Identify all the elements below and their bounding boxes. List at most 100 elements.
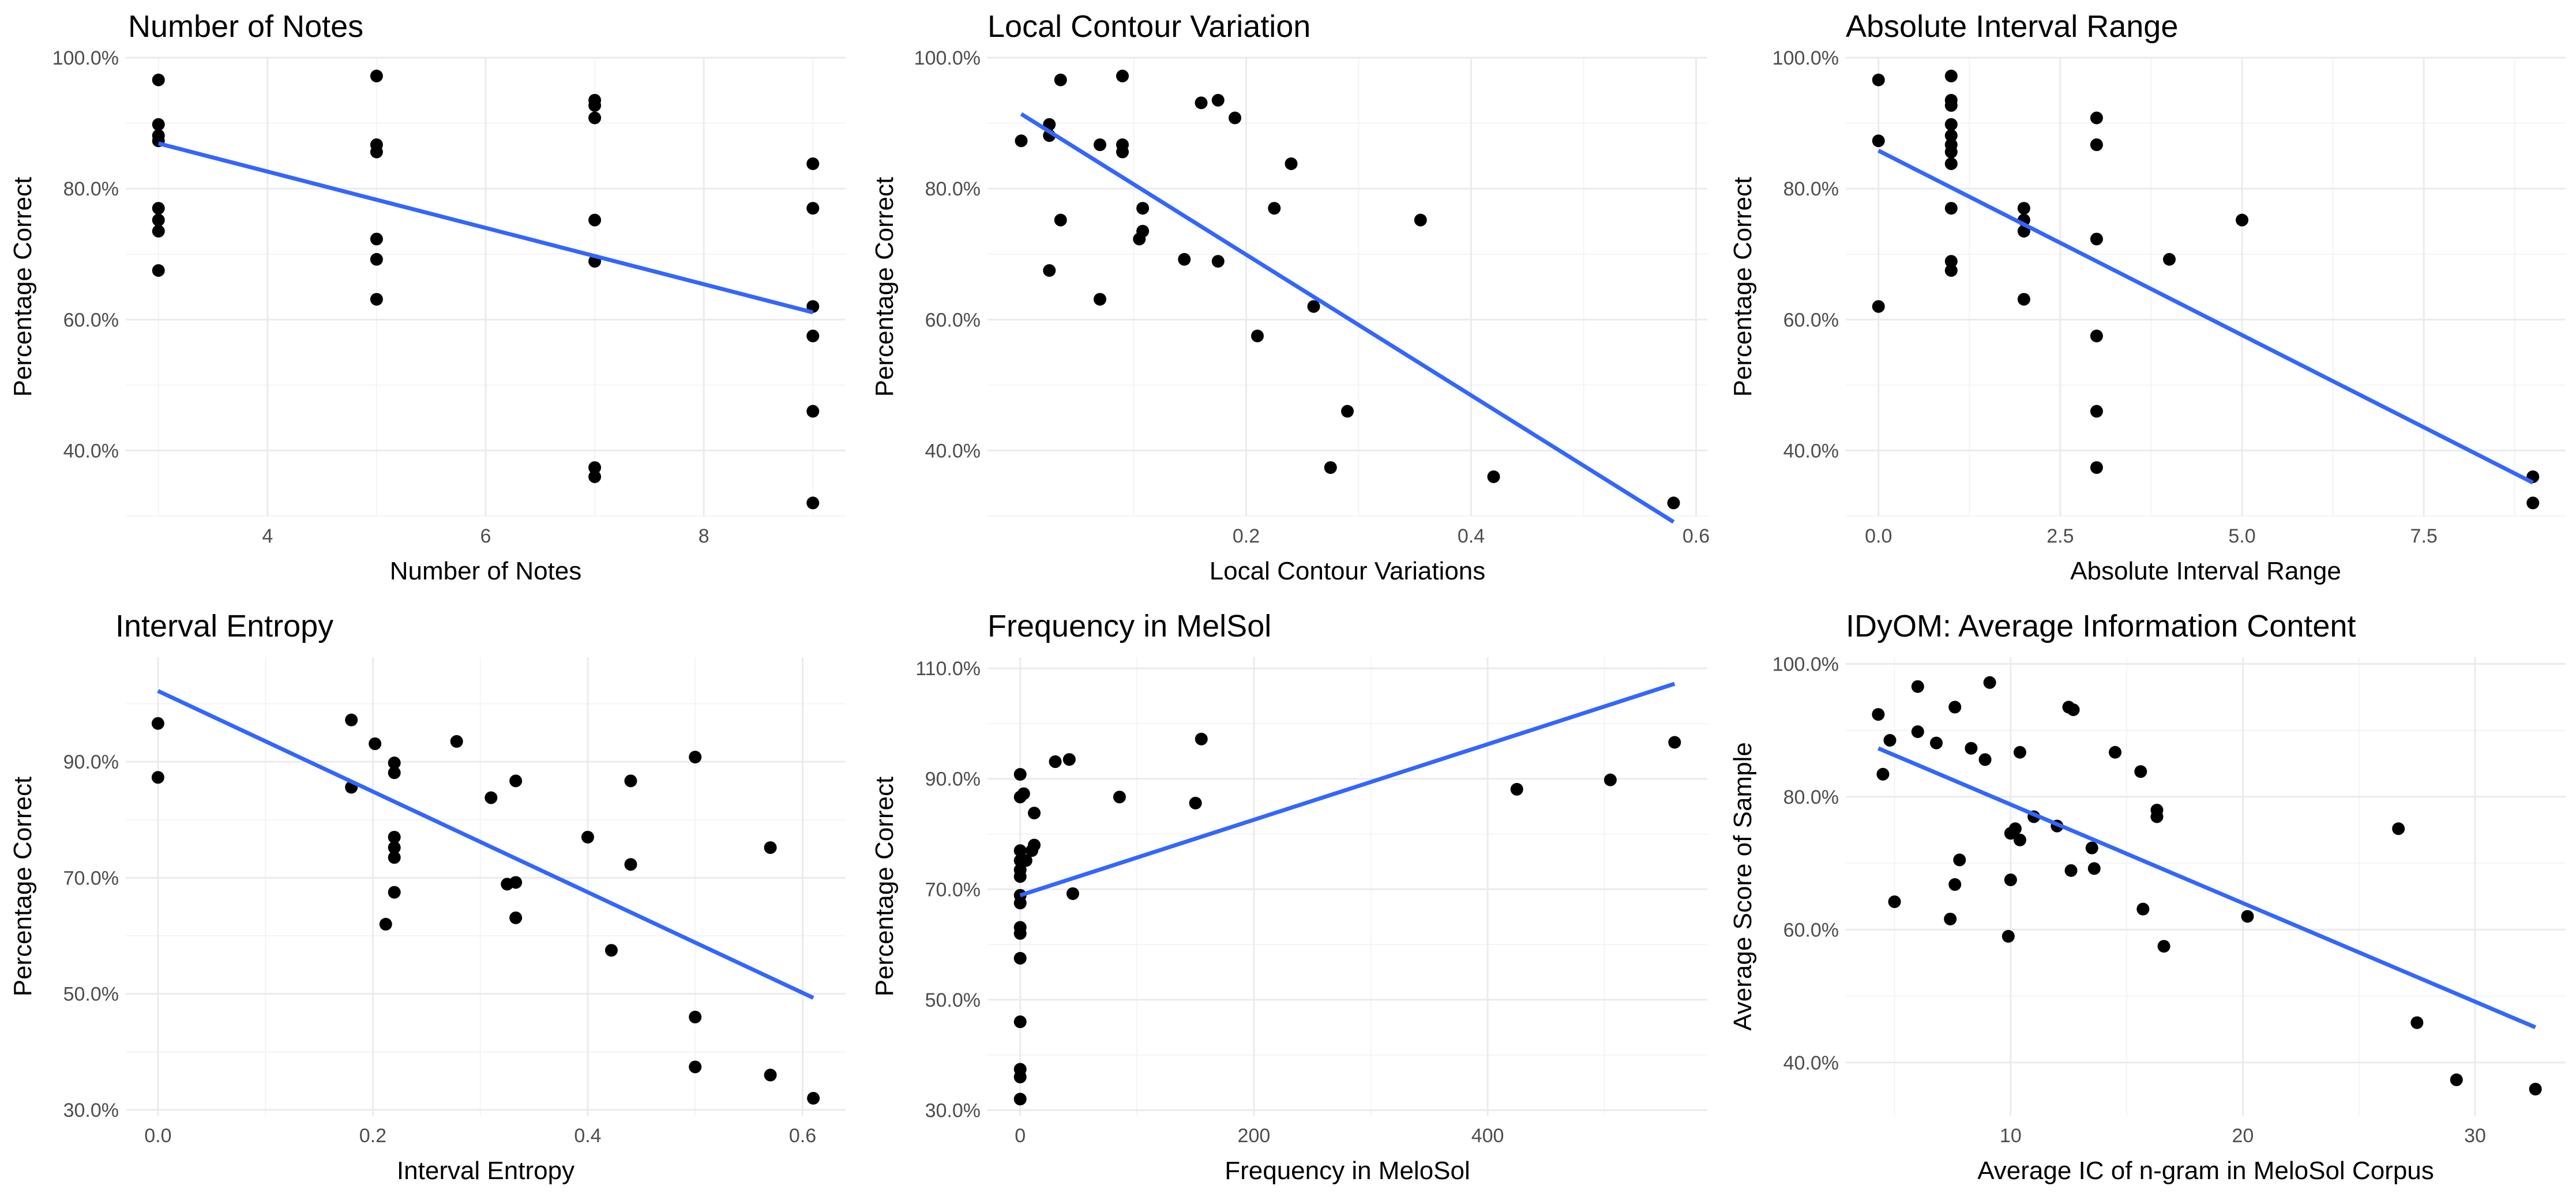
data-point [370,145,383,159]
y-tick-label: 80.0% [1783,178,1839,200]
data-point [1953,853,1966,867]
data-point [624,858,637,871]
data-point [2150,810,2164,823]
data-point [2085,841,2098,854]
data-point [1948,878,1962,891]
y-tick-label: 80.0% [925,178,981,200]
chart-panel-5: 0 200 400 30.0% 50.0% 70.0% 90.0% 110.0% Frequen… [870,609,1707,1185]
data-point [2004,873,2017,886]
data-point [485,791,498,804]
data-point [2017,202,2030,215]
data-point [1965,741,1978,755]
data-point [806,496,820,510]
x-axis-title: Interval Entropy [397,1157,574,1185]
y-tick-label: 40.0% [1783,440,1839,462]
data-point [1948,701,1962,714]
data-point [2450,1073,2463,1086]
data-point [1054,213,1067,227]
data-point [1113,790,1126,804]
data-point [1013,870,1027,883]
data-point [2090,138,2103,152]
y-tick-label: 80.0% [63,178,119,200]
data-point [1944,202,1958,215]
data-point [151,771,164,784]
data-point [624,774,637,788]
x-axis-title: Number of Notes [390,557,582,585]
x-tick-label: 0.6 [1683,525,1710,547]
data-point [1013,952,1027,965]
data-point [2087,862,2101,875]
data-point [2013,746,2026,759]
data-point [1983,676,1996,689]
data-point [1028,838,1041,852]
data-point [388,886,401,899]
data-point [1015,134,1028,148]
data-point [689,1010,702,1023]
data-point [1195,96,1208,110]
data-point [1066,887,1079,900]
data-point [2067,703,2080,717]
panel-title: Absolute Interval Range [1846,9,2178,44]
data-point [388,841,401,854]
data-point [1043,264,1056,277]
data-point [581,830,594,844]
data-point [1944,255,1958,268]
y-tick-label: 80.0% [1783,786,1839,808]
data-point [1911,725,1924,739]
panel-title: IDyOM: Average Information Content [1846,609,2356,643]
data-point [388,766,401,780]
data-point [1872,300,1885,313]
data-point [2090,111,2103,125]
x-tick-label: 30 [2464,1125,2486,1147]
data-point [604,944,618,957]
y-tick-label: 90.0% [63,751,119,773]
data-point [1510,782,1523,796]
data-point [1013,844,1027,857]
data-point [2090,461,2103,474]
data-point [1094,138,1106,152]
data-point [2013,833,2026,846]
data-point [1944,69,1958,82]
data-point [1017,787,1030,800]
y-axis-title: Percentage Correct [1729,177,1757,397]
data-point [2136,902,2150,916]
data-point [2162,253,2176,266]
data-point [370,69,383,82]
y-tick-label: 50.0% [925,989,981,1011]
data-point [1414,213,1427,227]
data-point [1944,145,1958,159]
data-point [1189,796,1202,810]
chart-panel-1: 4 6 8 40.0% 60.0% 80.0% 100.0% Number of Notes N… [9,9,846,585]
data-point [1013,927,1027,940]
data-point [689,751,702,764]
data-point [1341,405,1354,418]
y-tick-label: 60.0% [925,309,981,331]
y-tick-label: 70.0% [925,879,981,901]
data-point [2017,293,2030,306]
data-point [588,213,602,227]
data-point [1487,470,1500,483]
y-axis-title: Percentage Correct [870,777,899,997]
x-tick-label: 10 [2000,1125,2022,1147]
data-point [1978,753,1992,766]
data-point [1013,1093,1027,1106]
data-point [370,293,383,306]
data-point [1324,461,1337,474]
y-axis-title: Percentage Correct [9,177,37,397]
data-point [1028,807,1041,820]
regression-line [157,689,814,1000]
x-tick-label: 200 [1238,1125,1271,1147]
y-tick-label: 30.0% [63,1100,119,1121]
x-tick-label: 0.0 [144,1125,171,1147]
data-point [1062,753,1076,766]
data-point [2002,929,2015,943]
data-point [588,111,602,125]
data-point [1229,111,1241,125]
data-point [806,329,820,342]
y-tick-label: 100.0% [914,47,981,69]
x-tick-label: 0.2 [359,1125,386,1147]
data-point [152,264,165,277]
y-tick-label: 90.0% [925,769,981,790]
regression-line [1877,149,2534,485]
data-point [2392,822,2405,835]
